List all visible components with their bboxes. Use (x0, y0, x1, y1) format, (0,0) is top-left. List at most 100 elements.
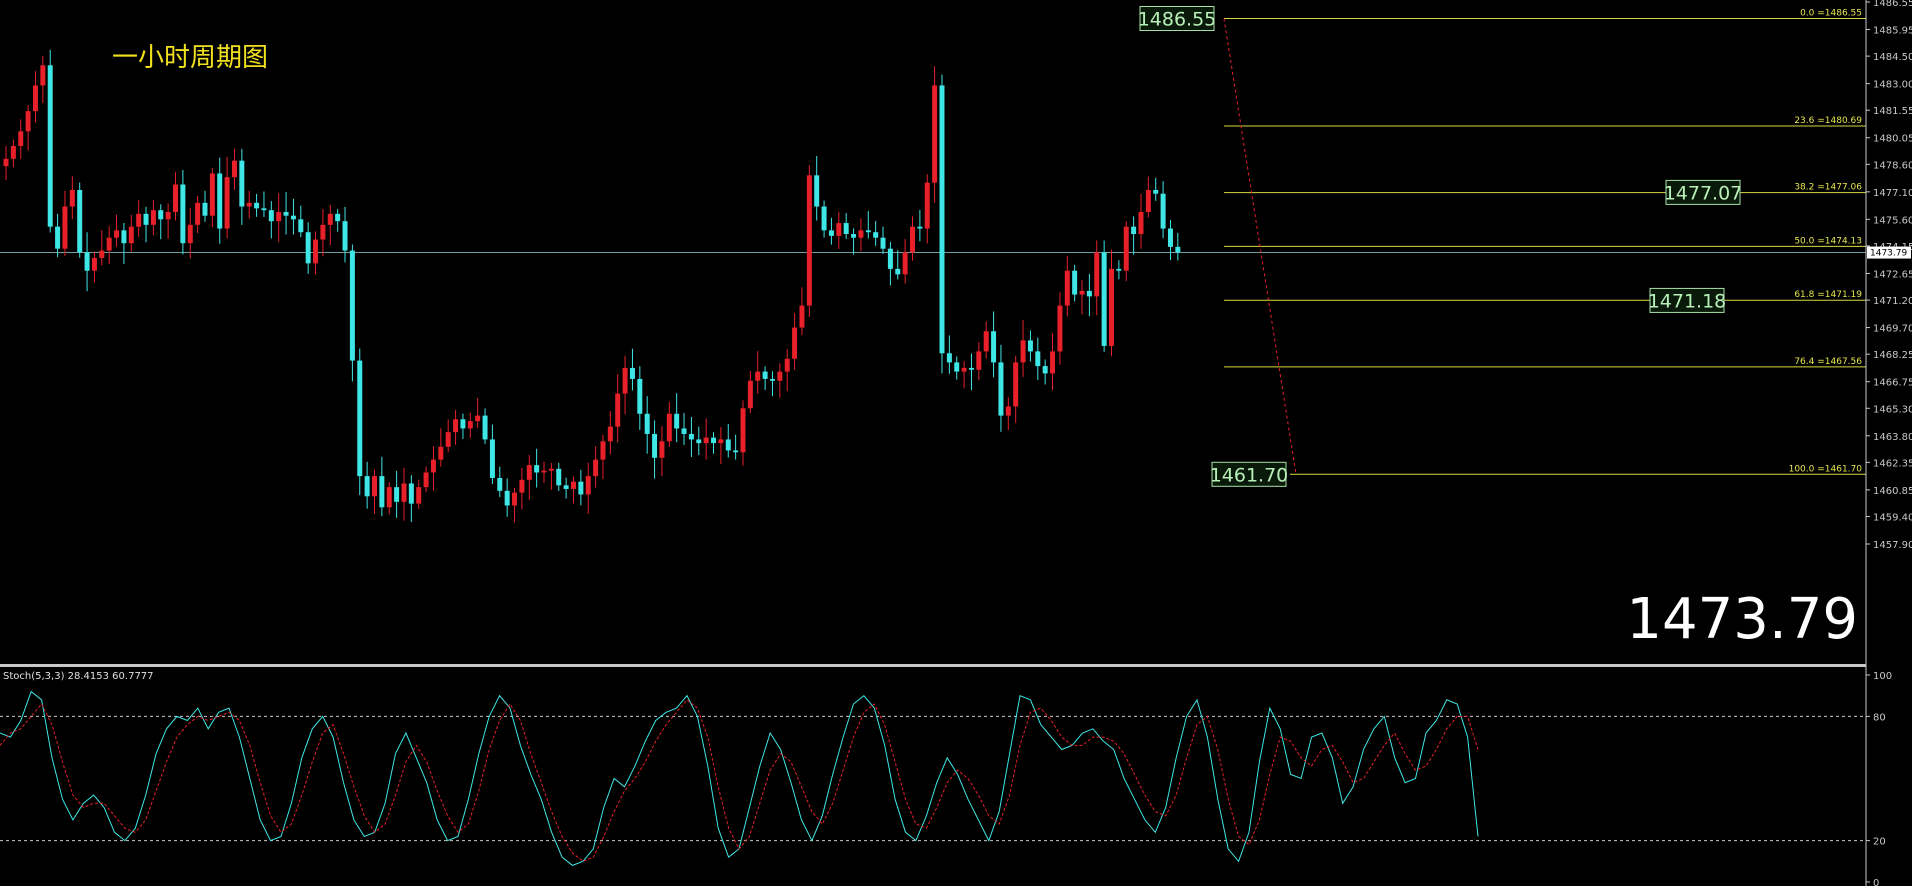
candle-body (128, 226, 134, 244)
price-tick-label: 1459.40 (1873, 512, 1912, 523)
candle-body (836, 223, 842, 236)
fib-level-label: 0.0 =1486.55 (1800, 9, 1862, 19)
price-tick-label: 1481.55 (1873, 106, 1912, 117)
price-annotation-box[interactable] (1139, 6, 1215, 32)
candle-body (283, 212, 289, 216)
price-annotations[interactable]: 1486.55 1477.07 1471.18 1461.70 (1138, 6, 1743, 487)
candle-body (445, 432, 451, 447)
candle-body (114, 230, 120, 238)
candle-body (364, 476, 370, 497)
candle-body (991, 331, 997, 363)
price-annotation-box[interactable] (1665, 179, 1741, 205)
candle-body (217, 173, 223, 229)
price-annotation-box[interactable] (1649, 287, 1725, 313)
price-tick-label: 1462.35 (1873, 458, 1912, 469)
candle-body (910, 226, 916, 253)
candle-body (290, 215, 296, 220)
stochastic-pane[interactable]: Stoch(5,3,3) 28.4153 60.7777 (0, 671, 1866, 866)
candle-body (865, 230, 871, 233)
price-tick-label: 1477.10 (1873, 188, 1912, 199)
candle-body (585, 476, 591, 495)
candle-body (711, 437, 717, 444)
price-axis[interactable]: 1486.55 1485.95 1484.50 1483.00 1481.55 1480.… (1866, 0, 1912, 551)
candle-body (467, 421, 473, 429)
price-tick-label: 1460.85 (1873, 486, 1912, 497)
candle-body (1101, 252, 1107, 346)
candle-body (629, 367, 635, 379)
fib-level-label: 61.8 =1471.19 (1794, 290, 1862, 300)
candle-body (895, 268, 901, 275)
price-tick-label: 1457.90 (1873, 540, 1912, 551)
candle-body (1131, 226, 1137, 235)
candle-body (327, 213, 333, 225)
candle-body (1079, 290, 1085, 295)
candle-body (593, 459, 599, 477)
candle-body (902, 252, 908, 275)
candle-body (578, 481, 584, 495)
candlestick-series (3, 49, 1181, 523)
candle-body (55, 226, 61, 249)
candle-body (482, 415, 488, 440)
price-tick-label: 1483.00 (1873, 80, 1912, 91)
candle-body (1013, 362, 1019, 407)
candle-body (806, 175, 812, 306)
candle-body (84, 252, 90, 271)
candle-body (1153, 190, 1159, 194)
candle-body (1064, 270, 1070, 306)
stochastic-label: Stoch(5,3,3) 28.4153 60.7777 (3, 671, 154, 682)
candle-body (401, 483, 407, 502)
candle-body (519, 479, 525, 493)
candle-body (659, 441, 665, 458)
candle-body (725, 439, 731, 451)
candle-body (475, 415, 481, 422)
candle-body (349, 250, 355, 361)
candle-body (18, 131, 24, 146)
price-pane[interactable]: 0.0 =1486.55 23.6 =1480.69 38.2 =1477.06 50… (0, 6, 1866, 652)
candle-body (747, 380, 753, 409)
candle-body (372, 476, 377, 497)
candle-body (3, 158, 9, 167)
candle-body (438, 446, 444, 460)
candle-body (1123, 226, 1129, 271)
candle-body (394, 487, 400, 502)
price-annotation-label: 1477.07 (1664, 182, 1743, 204)
candle-body (622, 367, 628, 394)
candle-body (386, 487, 392, 508)
candle-body (755, 371, 761, 381)
candle-body (939, 85, 945, 354)
candle-body (460, 419, 466, 429)
candle-body (180, 184, 186, 244)
price-annotation-label: 1461.70 (1210, 464, 1289, 486)
candle-body (224, 177, 230, 229)
price-annotation-box[interactable] (1211, 461, 1287, 487)
chart-title: 一小时周期图 (112, 43, 268, 73)
candle-body (1020, 340, 1026, 363)
candle-body (887, 248, 893, 269)
candle-body (158, 210, 164, 220)
price-tick-label: 1475.60 (1873, 215, 1912, 226)
candle-body (423, 472, 429, 488)
candle-body (150, 210, 156, 225)
candle-body (25, 111, 31, 132)
candle-body (983, 331, 989, 352)
candle-body (703, 437, 709, 444)
candle-body (1035, 351, 1041, 367)
candle-body (173, 184, 179, 213)
candle-body (681, 428, 687, 434)
candle-body (1145, 190, 1151, 213)
candle-body (136, 213, 142, 227)
price-tick-label: 1486.55 (1873, 0, 1912, 9)
candle-body (644, 413, 650, 434)
candle-body (858, 230, 864, 238)
candle-body (342, 221, 348, 251)
fibonacci-retracement[interactable]: 0.0 =1486.55 23.6 =1480.69 38.2 =1477.06 50… (1224, 9, 1866, 475)
pane-separator[interactable] (0, 664, 1866, 667)
candle-body (187, 224, 193, 244)
candle-body (453, 419, 459, 433)
candle-body (563, 485, 569, 489)
candle-body (1109, 268, 1114, 346)
candle-body (357, 360, 363, 477)
candle-body (195, 202, 201, 225)
candle-body (430, 459, 436, 473)
